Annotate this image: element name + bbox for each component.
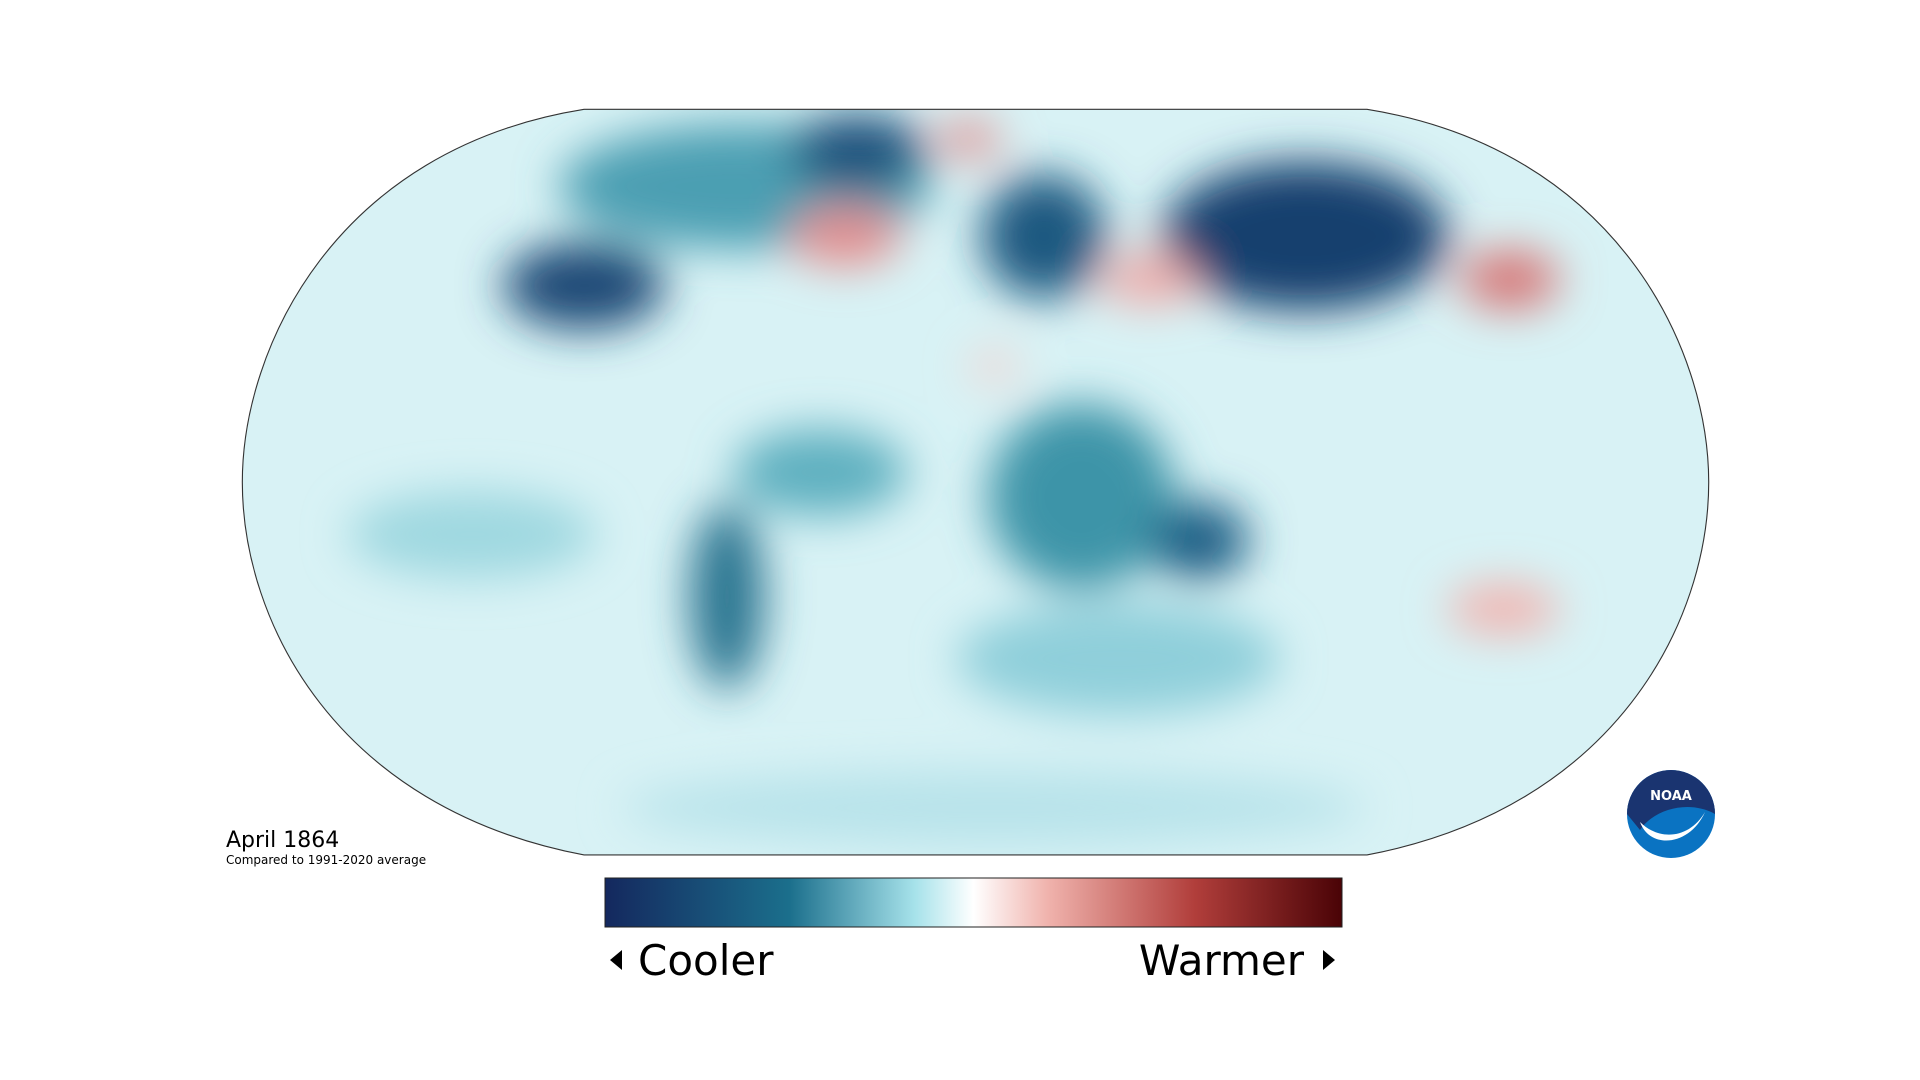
arrow-right	[1323, 950, 1335, 970]
legend-low-label: Cooler	[638, 936, 774, 985]
arrow-left	[610, 950, 622, 970]
map-subtitle: Compared to 1991-2020 average	[226, 853, 426, 867]
legend-high-label: Warmer	[1139, 936, 1305, 985]
map	[241, 108, 1710, 856]
colorbar	[604, 877, 1343, 928]
anomaly-field	[242, 109, 1709, 855]
noaa-logo: NOAA	[1627, 770, 1715, 858]
map-outline	[241, 108, 1710, 856]
map-title: April 1864	[226, 828, 339, 853]
logo-text: NOAA	[1650, 789, 1692, 804]
